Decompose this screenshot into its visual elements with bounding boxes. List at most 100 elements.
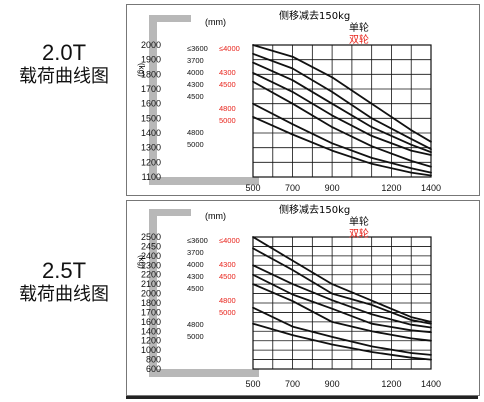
load-curve-point [410,323,413,326]
load-curve-point [430,339,432,342]
load-curve-point [291,325,294,328]
load-curve [252,116,432,177]
load-curve-point [331,142,334,145]
load-curve-point [430,165,432,168]
x-tick-label: 700 [285,183,300,193]
x-tick-label: 700 [285,379,300,389]
y-tick-label: 1200 [141,157,161,167]
y-tick-label: 1200 [141,336,161,346]
y-tick-label: 1000 [141,345,161,355]
load-curve-point [410,319,413,321]
mast-height-single: 4300 [187,272,204,281]
load-curve-point [252,52,254,55]
y-tick-label: 1800 [141,298,161,308]
y-tick-label: 1500 [141,113,161,123]
mast-height-single: 3700 [187,56,204,65]
load-curve-point [370,102,373,105]
x-tick-label: 1400 [421,379,441,389]
load-curve [252,283,432,342]
load-curve-point [331,91,334,93]
load-curve-point [410,137,413,140]
y-tick-label: 2300 [141,260,161,270]
unit-mm-label: (mm) [205,17,226,27]
load-curve-point [252,115,254,118]
x-tick-label: 900 [325,379,340,389]
y-tick-label: 600 [146,364,161,374]
load-curve-point [410,329,413,332]
y-tick-label: 2000 [141,40,161,50]
load-curve-point [370,135,373,137]
load-curve-point [252,283,254,286]
y-tick-label: 2400 [141,251,161,261]
load-curve-point [430,151,432,153]
plot-frame [252,44,432,178]
mast-height-double: 5000 [219,116,236,125]
load-curve-point [410,171,413,174]
load-curve-point [430,353,432,356]
load-curve-point [410,352,413,354]
mast-height-single: 5000 [187,332,204,341]
y-tick-label: 1600 [141,99,161,109]
load-curve-point [331,343,334,346]
load-curve-point [252,264,254,267]
load-curve-point [410,356,413,359]
load-curve-point [430,140,432,143]
chart-2-panel: 600 800 1000 1200 1400 1600 1700 1800 2000 2100 22… [126,200,480,396]
mast-height-double: 5000 [219,308,236,317]
load-curve-point [410,143,413,146]
mast-height-double: 4500 [219,272,236,281]
mast-height-single: 4800 [187,128,204,137]
load-curve [252,102,432,174]
y-tick-label: 1700 [141,307,161,317]
load-curve-point [410,129,413,131]
load-curve-point [370,299,373,302]
y-tick-label: 1900 [141,55,161,65]
mast-height-double: ≤4000 [219,44,240,53]
load-curve [252,236,432,323]
mast-height-double: 4800 [219,104,236,113]
y-tick-label: 1600 [141,317,161,327]
load-curve-point [331,76,334,79]
y-tick-label: 1400 [141,326,161,336]
load-curve-point [370,157,373,159]
load-curve-point [252,306,254,309]
load-curve-point [331,114,334,117]
load-curve-point [430,148,432,151]
x-tick-label: 1200 [381,379,401,389]
load-curve-point [430,331,432,334]
chart-2-subtitle: 载荷曲线图 [19,284,109,305]
legend-double: 双轮 [349,33,369,46]
load-curve [252,273,432,334]
load-curve-point [331,149,334,152]
x-tick-label: 500 [245,379,260,389]
load-curve-point [291,55,294,58]
mast-height-single: 4500 [187,284,204,293]
load-curve-point [430,154,432,156]
mast-height-double: 4300 [219,260,236,269]
mast-height-single: 4500 [187,92,204,101]
load-curve-point [291,293,294,296]
load-curve-point [252,236,254,238]
unit-kg-label: (kg) [137,255,146,269]
y-tick-label: 2500 [141,232,161,242]
load-curve-point [370,145,373,148]
load-curve-point [370,330,373,333]
mast-height-single: 4300 [187,80,204,89]
load-curve-point [331,320,334,323]
chart-2-capacity: 2.5T [41,258,87,283]
load-curve [252,306,432,356]
load-curve-point [370,162,373,165]
unit-mm-label: (mm) [205,211,226,221]
load-curve-point [430,171,432,174]
load-curve-point [370,117,373,120]
load-curve [252,52,432,150]
mast-height-double: 4800 [219,296,236,305]
load-curve-point [291,283,294,286]
y-tick-label: 2100 [141,279,161,289]
load-curve-point [331,299,334,302]
load-curve-point [370,303,373,306]
chart-1-svg: 1100 1200 1300 1400 1500 1600 1700 1800 1900 2000… [137,9,441,193]
load-curve-point [331,102,334,105]
load-curve-point [252,322,254,325]
load-curve-point [291,259,294,262]
